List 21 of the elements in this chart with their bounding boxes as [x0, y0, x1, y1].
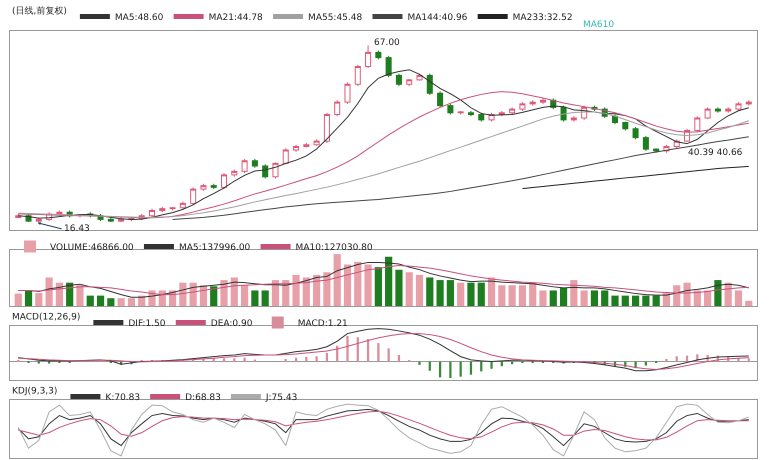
legend-label: J:75.43 — [264, 393, 298, 404]
legend-label: MA5:137996.00 — [178, 243, 251, 254]
legend-label: DIF:1.50 — [128, 319, 166, 330]
chart-title: (日线,前复权) — [12, 6, 67, 17]
legend-label: MACD:1.21 — [298, 319, 348, 330]
legend-label: K:70.83 — [105, 393, 140, 404]
annotation: 40.39 40.66 — [688, 148, 743, 158]
text: 16.43 — [64, 224, 90, 234]
chart-title: MACD(12,26,9) — [12, 312, 80, 323]
text: MA610 — [583, 20, 614, 30]
legend-label: MA233:32.52 — [512, 13, 573, 24]
legend-label: MA10:127030.80 — [296, 243, 373, 254]
legend-label: MA21:44.78 — [208, 13, 264, 24]
legend-label: D:68.83 — [185, 393, 221, 404]
annotation: 67.00 — [374, 38, 400, 48]
legend-label: MA144:40.96 — [408, 13, 468, 24]
legend-label: VOLUME:46866.00 — [50, 243, 134, 254]
legend-label: DEA:0.90 — [210, 319, 253, 330]
chart-title: KDJ(9,3,3) — [12, 386, 58, 397]
legend-label: MA55:45.48 — [308, 13, 362, 24]
legend-label: MA5:48.60 — [114, 13, 164, 24]
